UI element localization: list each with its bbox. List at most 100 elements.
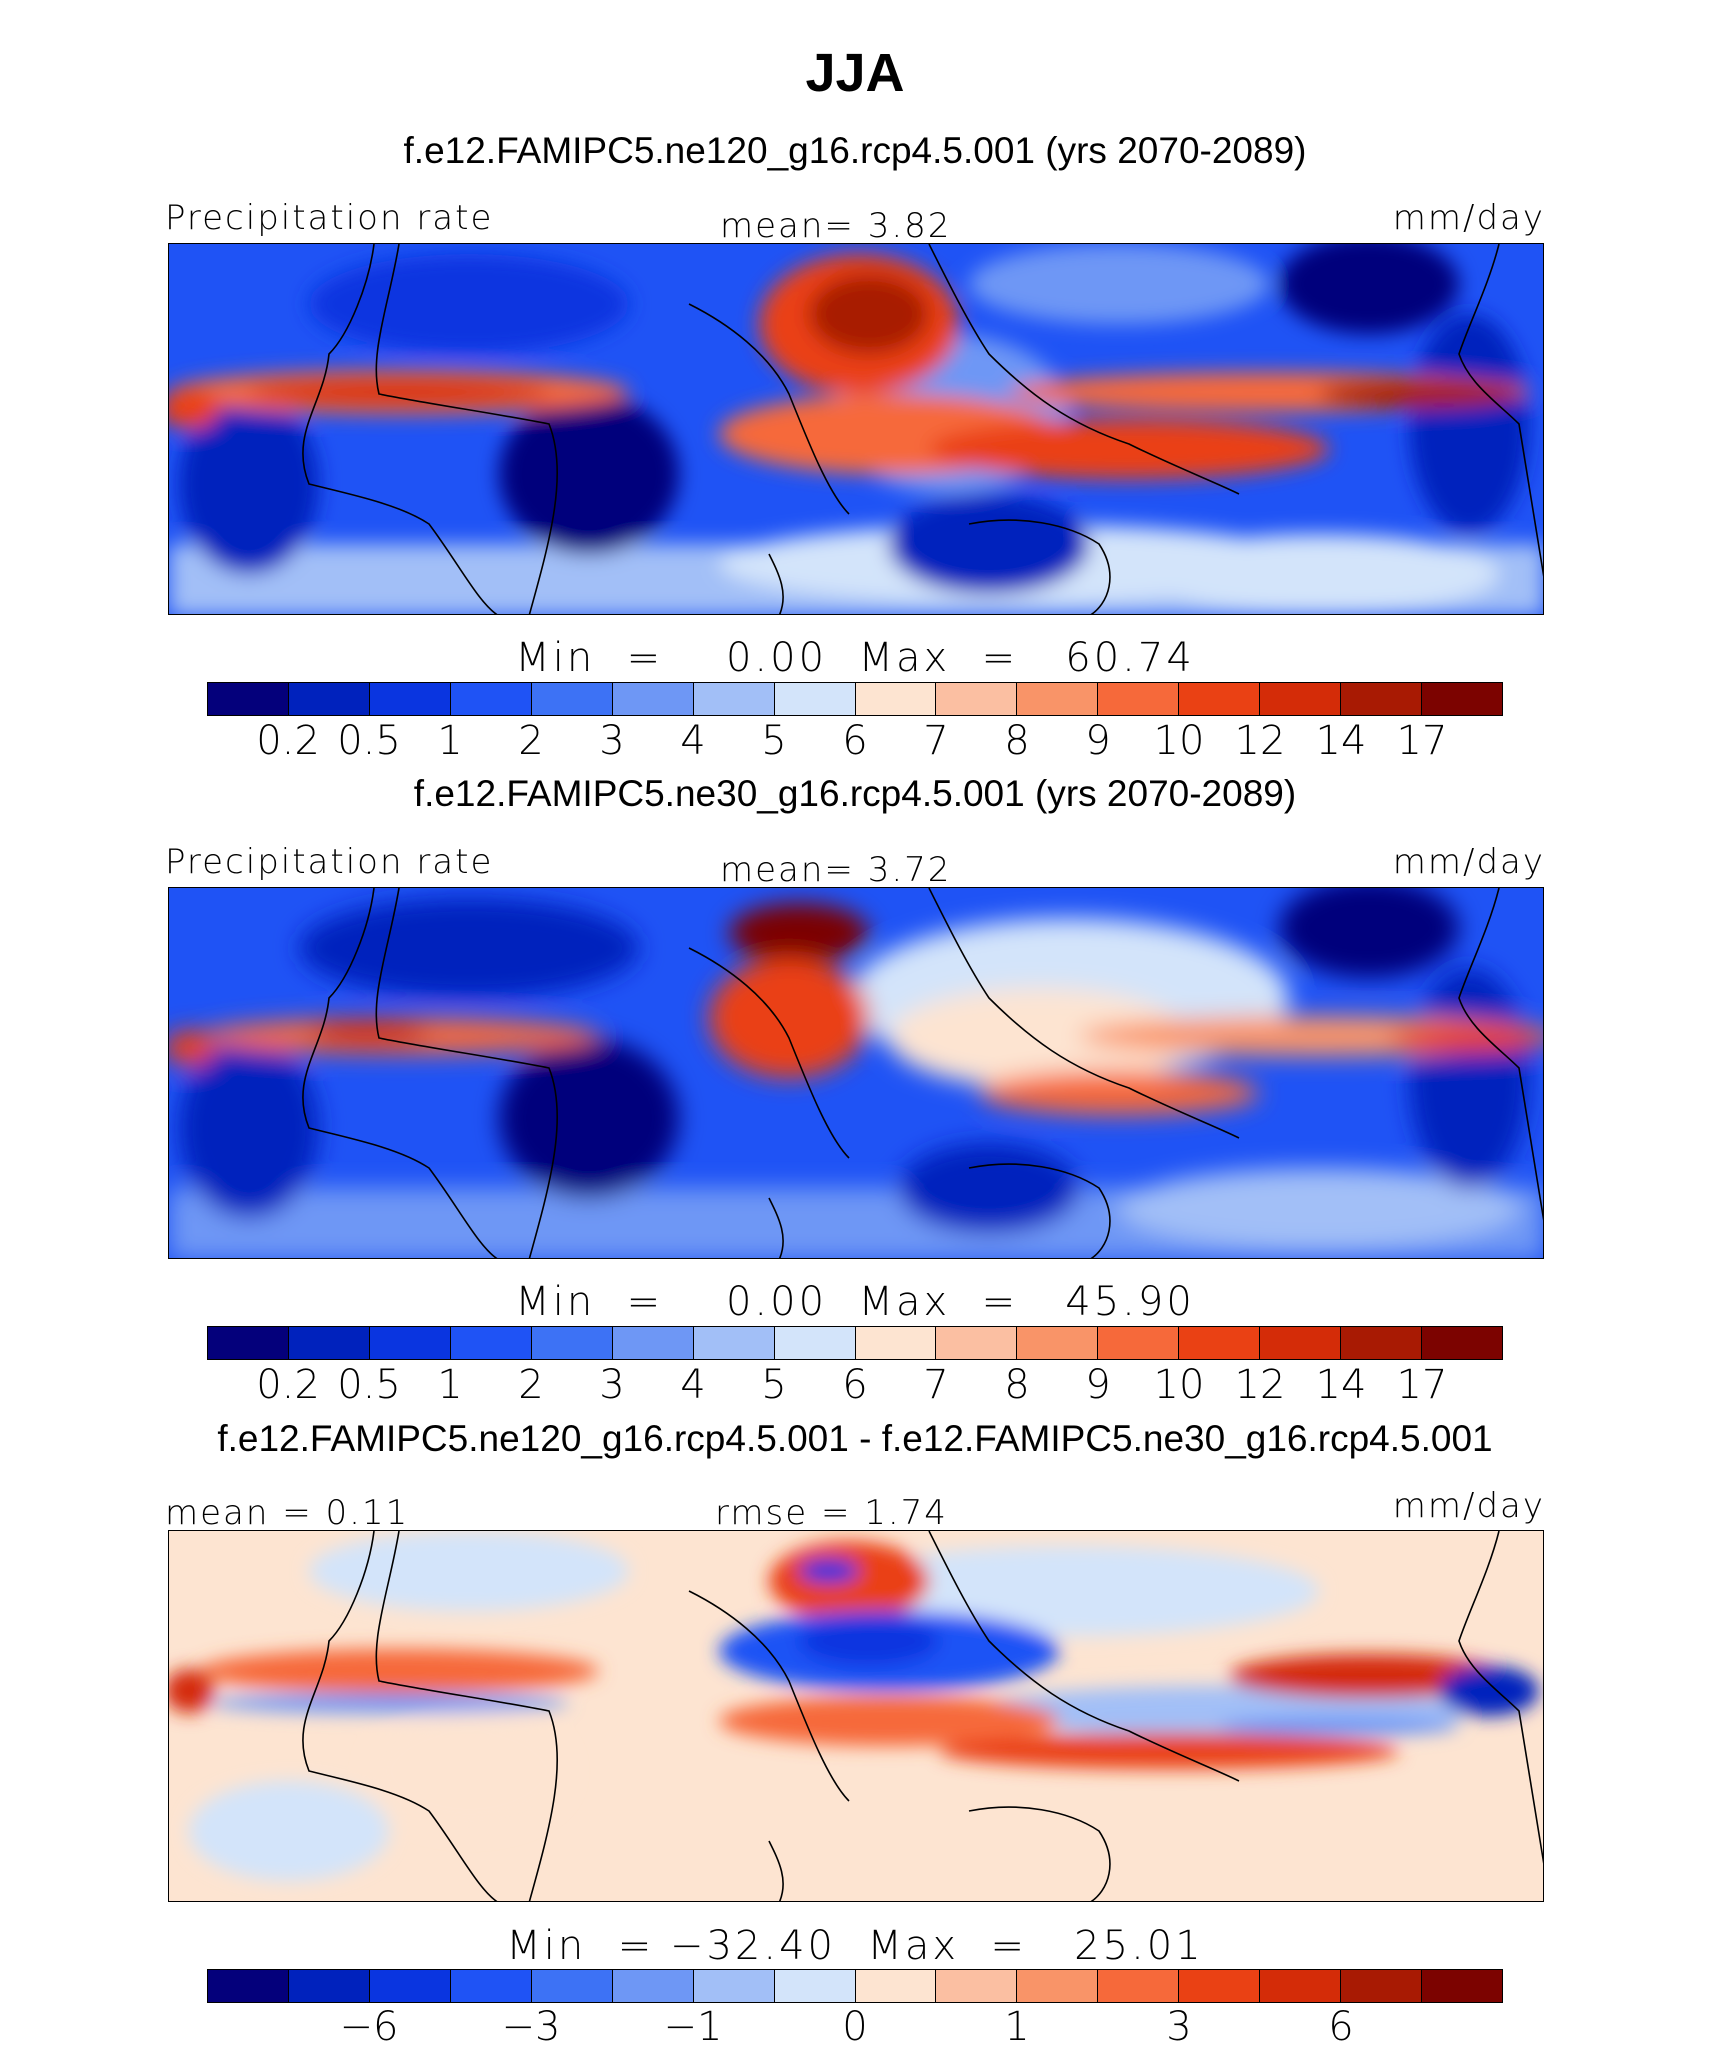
- colorbar-segment: [1098, 1970, 1180, 2002]
- colorbar-tick-label: 6: [1328, 2004, 1354, 2050]
- colorbar-segment: [693, 683, 775, 715]
- colorbar-segment: [1179, 1327, 1261, 1359]
- colorbar-tick-label: 0.5: [337, 718, 401, 764]
- colorbar-segment: [1341, 683, 1423, 715]
- colorbar-segment: [450, 1327, 532, 1359]
- colorbar-tick-label: −1: [663, 2004, 723, 2050]
- colorbar-segment: [208, 1970, 289, 2002]
- panel-2-units-label: mm/day: [1392, 842, 1545, 882]
- colorbar-segment: [1179, 683, 1261, 715]
- panel-3-coastlines: [302, 1531, 1543, 1901]
- colorbar-segment: [1260, 1327, 1342, 1359]
- panel-1-min-max: Min = 0.00 Max = 60.74: [515, 635, 1195, 681]
- colorbar-segment: [1422, 1970, 1502, 2002]
- panel-3-units-label: mm/day: [1392, 1486, 1545, 1526]
- panel-2-coastlines: [302, 888, 1543, 1258]
- panel-2-map: [168, 887, 1544, 1259]
- colorbar-segment: [1260, 1970, 1342, 2002]
- colorbar-segment: [369, 1327, 451, 1359]
- panel-1-colorbar: [207, 682, 1503, 716]
- panel-2-variable-label: Precipitation rate: [165, 842, 494, 882]
- colorbar-segment: [1341, 1970, 1423, 2002]
- colorbar-tick-label: 0: [842, 2004, 868, 2050]
- colorbar-tick-label: 1: [437, 718, 463, 764]
- colorbar-tick-label: 0.2: [256, 1362, 320, 1408]
- colorbar-tick-label: 5: [761, 1362, 787, 1408]
- colorbar-tick-label: 9: [1085, 1362, 1111, 1408]
- colorbar-segment: [531, 683, 613, 715]
- colorbar-segment: [531, 1327, 613, 1359]
- colorbar-segment: [855, 683, 937, 715]
- colorbar-tick-label: 0.5: [337, 1362, 401, 1408]
- colorbar-tick-label: 17: [1396, 1362, 1448, 1408]
- colorbar-segment: [1422, 683, 1502, 715]
- panel-2-colorbar-ticks: 0.2 0.5 1 2 3 4 5 6 7 8 9 10 12 14 17: [0, 1362, 1710, 1412]
- colorbar-tick-label: 17: [1396, 718, 1448, 764]
- colorbar-segment: [1179, 1970, 1261, 2002]
- colorbar-segment: [208, 683, 289, 715]
- colorbar-tick-label: 8: [1004, 1362, 1030, 1408]
- colorbar-tick-label: 10: [1153, 718, 1205, 764]
- panel-1-map: [168, 243, 1544, 615]
- colorbar-segment: [531, 1970, 613, 2002]
- colorbar-tick-label: 1: [1004, 2004, 1030, 2050]
- colorbar-segment: [450, 683, 532, 715]
- colorbar-tick-label: 6: [842, 1362, 868, 1408]
- colorbar-segment: [855, 1327, 937, 1359]
- colorbar-segment: [612, 683, 694, 715]
- colorbar-tick-label: 3: [599, 1362, 625, 1408]
- panel-1-title: f.e12.FAMIPC5.ne120_g16.rcp4.5.001 (yrs …: [403, 130, 1307, 171]
- colorbar-segment: [612, 1327, 694, 1359]
- colorbar-segment: [1422, 1327, 1502, 1359]
- colorbar-tick-label: 12: [1234, 718, 1286, 764]
- panel-3-colorbar-ticks: −6 −3 −1 0 1 3 6: [0, 2004, 1710, 2050]
- colorbar-tick-label: −6: [339, 2004, 399, 2050]
- panel-3-min-max: Min = −32.40 Max = 25.01: [506, 1923, 1204, 1969]
- colorbar-tick-label: 3: [599, 718, 625, 764]
- colorbar-segment: [450, 1970, 532, 2002]
- colorbar-segment: [936, 1970, 1018, 2002]
- colorbar-tick-label: 9: [1085, 718, 1111, 764]
- colorbar-segment: [288, 1327, 370, 1359]
- colorbar-tick-label: 7: [923, 718, 949, 764]
- colorbar-tick-label: 5: [761, 718, 787, 764]
- colorbar-tick-label: 0.2: [256, 718, 320, 764]
- colorbar-segment: [936, 1327, 1018, 1359]
- colorbar-segment: [774, 1970, 856, 2002]
- colorbar-segment: [1341, 1327, 1423, 1359]
- colorbar-segment: [288, 683, 370, 715]
- panel-1-mean-label: mean= 3.82: [720, 206, 952, 246]
- colorbar-tick-label: 14: [1315, 718, 1367, 764]
- panel-3-title: f.e12.FAMIPC5.ne120_g16.rcp4.5.001 - f.e…: [217, 1418, 1493, 1459]
- colorbar-segment: [693, 1970, 775, 2002]
- colorbar-tick-label: 10: [1153, 1362, 1205, 1408]
- colorbar-segment: [1017, 1327, 1099, 1359]
- panel-3-colorbar: [207, 1969, 1503, 2003]
- colorbar-segment: [693, 1327, 775, 1359]
- colorbar-segment: [1098, 1327, 1180, 1359]
- panel-2-mean-label: mean= 3.72: [720, 850, 952, 890]
- colorbar-segment: [936, 683, 1018, 715]
- colorbar-tick-label: 3: [1166, 2004, 1192, 2050]
- colorbar-tick-label: 1: [437, 1362, 463, 1408]
- colorbar-tick-label: 4: [680, 718, 706, 764]
- colorbar-tick-label: 12: [1234, 1362, 1286, 1408]
- colorbar-tick-label: 6: [842, 718, 868, 764]
- colorbar-tick-label: 4: [680, 1362, 706, 1408]
- colorbar-segment: [1017, 683, 1099, 715]
- colorbar-tick-label: 8: [1004, 718, 1030, 764]
- colorbar-segment: [612, 1970, 694, 2002]
- colorbar-tick-label: 7: [923, 1362, 949, 1408]
- panel-1-coastlines: [302, 244, 1543, 614]
- colorbar-segment: [369, 1970, 451, 2002]
- panel-3-rmse-label: rmse = 1.74: [715, 1493, 948, 1533]
- panel-2-min-max: Min = 0.00 Max = 45.90: [515, 1279, 1195, 1325]
- colorbar-segment: [288, 1970, 370, 2002]
- colorbar-segment: [855, 1970, 937, 2002]
- colorbar-segment: [369, 683, 451, 715]
- panel-1-colorbar-ticks: 0.2 0.5 1 2 3 4 5 6 7 8 9 10 12 14 17: [0, 718, 1710, 768]
- panel-2-title: f.e12.FAMIPC5.ne30_g16.rcp4.5.001 (yrs 2…: [413, 773, 1297, 814]
- colorbar-tick-label: 2: [518, 718, 544, 764]
- colorbar-tick-label: −3: [501, 2004, 561, 2050]
- panel-3-map: [168, 1530, 1544, 1902]
